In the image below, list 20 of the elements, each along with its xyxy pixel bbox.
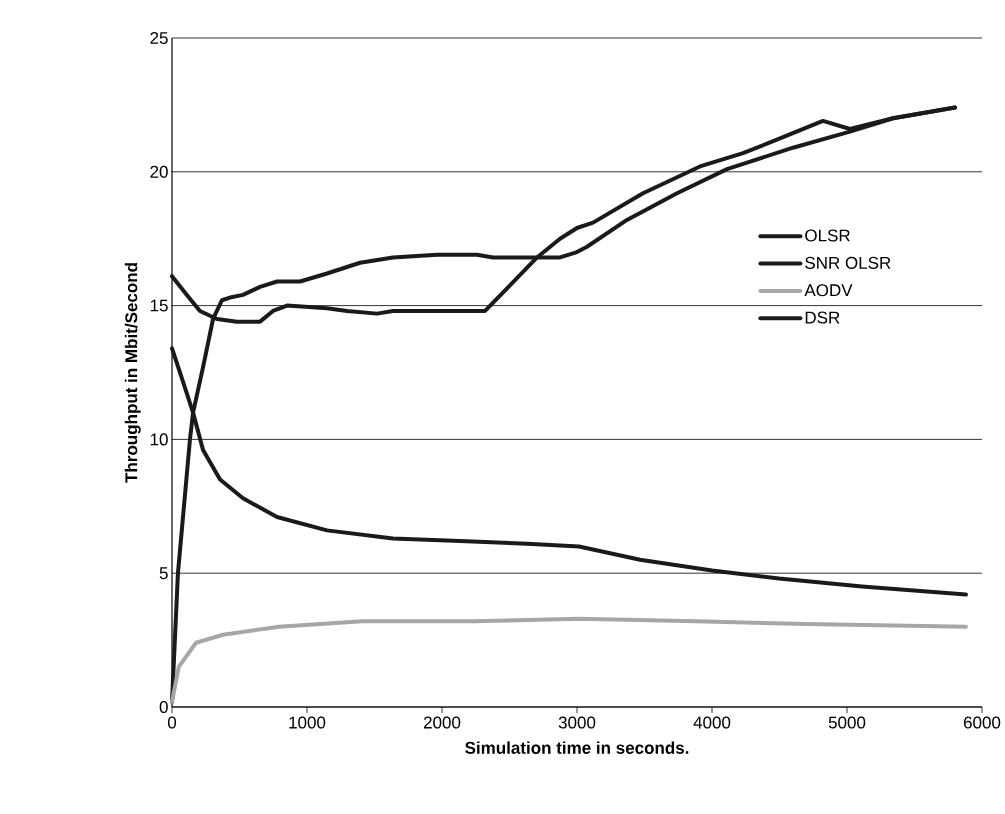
y-tick-label: 20 — [150, 165, 168, 178]
x-tick-label: 0 — [167, 716, 177, 729]
legend-label: SNR OLSR — [805, 256, 891, 269]
legend-label: OLSR — [805, 229, 850, 242]
legend-label: DSR — [805, 311, 840, 324]
y-axis-title: Throughput in Mbit/Second — [124, 263, 141, 483]
x-tick-label: 2000 — [423, 716, 461, 729]
y-tick-label: 0 — [159, 700, 168, 714]
y-tick-label: 25 — [150, 31, 168, 45]
y-tick-label: 15 — [150, 299, 168, 312]
y-tick-label: 5 — [159, 567, 168, 580]
x-tick-label: 1000 — [289, 716, 326, 729]
x-tick-label: 5000 — [828, 716, 866, 729]
legend-label: AODV — [804, 284, 853, 297]
x-tick-label: 4000 — [693, 716, 731, 729]
x-tick-label: 6000 — [963, 716, 1001, 729]
line-series — [170, 616, 968, 704]
y-tick-label: 10 — [150, 433, 168, 446]
x-tick-label: 3000 — [558, 716, 596, 729]
x-axis-title: Simulation time in seconds. — [465, 741, 689, 754]
